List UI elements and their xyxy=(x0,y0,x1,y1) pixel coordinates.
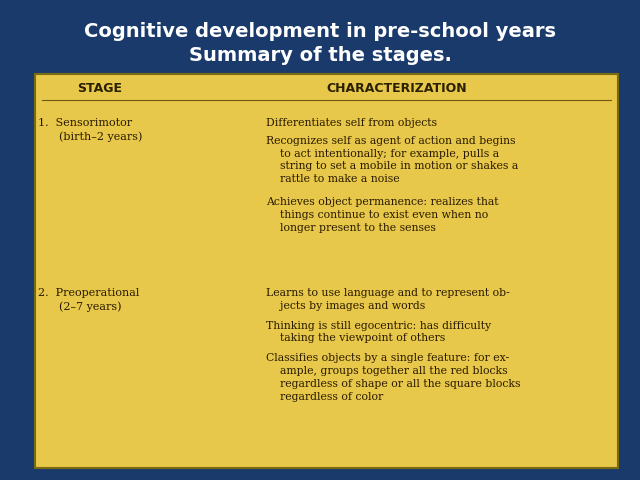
Text: Classifies objects by a single feature: for ex-
    ample, groups together all t: Classifies objects by a single feature: … xyxy=(266,353,520,402)
Text: CHARACTERIZATION: CHARACTERIZATION xyxy=(326,82,467,96)
Text: Learns to use language and to represent ob-
    jects by images and words: Learns to use language and to represent … xyxy=(266,288,509,311)
Text: Differentiates self from objects: Differentiates self from objects xyxy=(266,118,436,128)
Text: Cognitive development in pre-school years
Summary of the stages.: Cognitive development in pre-school year… xyxy=(84,22,556,65)
Text: 2.  Preoperational
      (2–7 years): 2. Preoperational (2–7 years) xyxy=(38,288,140,312)
FancyBboxPatch shape xyxy=(35,74,618,468)
Text: Thinking is still egocentric: has difficulty
    taking the viewpoint of others: Thinking is still egocentric: has diffic… xyxy=(266,321,491,344)
Text: 1.  Sensorimotor
      (birth–2 years): 1. Sensorimotor (birth–2 years) xyxy=(38,118,143,142)
Text: STAGE: STAGE xyxy=(77,82,122,96)
Text: Recognizes self as agent of action and begins
    to act intentionally; for exam: Recognizes self as agent of action and b… xyxy=(266,136,518,184)
Text: Achieves object permanence: realizes that
    things continue to exist even when: Achieves object permanence: realizes tha… xyxy=(266,197,498,233)
